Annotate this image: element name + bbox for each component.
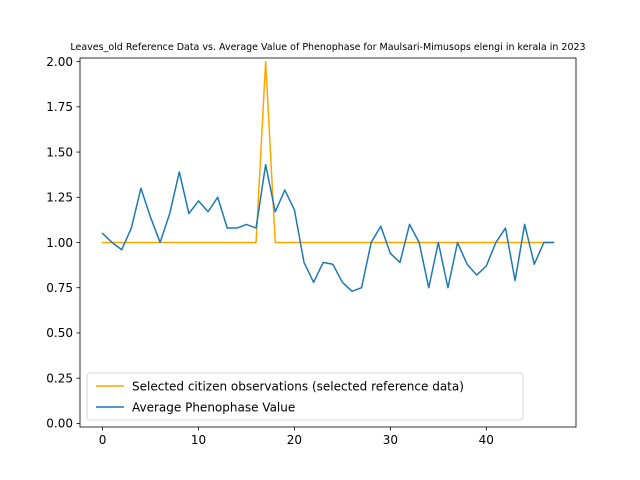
series-line-0: [101, 60, 555, 244]
legend-label-1: Average Phenophase Value: [132, 401, 295, 415]
legend-label-0: Selected citizen observations (selected …: [132, 380, 464, 394]
y-tick-label: 0.00: [46, 417, 73, 431]
legend: Selected citizen observations (selected …: [86, 372, 524, 421]
plot-marks: [101, 60, 555, 293]
y-tick-label: 1.00: [46, 236, 73, 250]
x-tick-label: 0: [99, 433, 107, 447]
y-tick-label: 2.00: [46, 55, 73, 69]
y-tick-label: 0.25: [46, 371, 73, 385]
y-tick-label: 1.25: [46, 191, 73, 205]
y-tick-label: 0.75: [46, 281, 73, 295]
chart-title: Leaves_old Reference Data vs. Average Va…: [70, 42, 585, 53]
legend-box: [86, 372, 524, 421]
y-tick-label: 1.75: [46, 100, 73, 114]
y-tick-label: 0.50: [46, 326, 73, 340]
x-tick-label: 10: [191, 433, 206, 447]
series-line-1: [101, 163, 555, 293]
axes: 0 10 20 30 40 0.00 0.25 0.50 0.75 1.00 1.25 1.50 1.7…: [46, 55, 577, 447]
x-tick-label: 30: [383, 433, 398, 447]
x-tick-label: 20: [287, 433, 302, 447]
y-tick-label: 1.50: [46, 145, 73, 159]
x-tick-label: 40: [479, 433, 494, 447]
